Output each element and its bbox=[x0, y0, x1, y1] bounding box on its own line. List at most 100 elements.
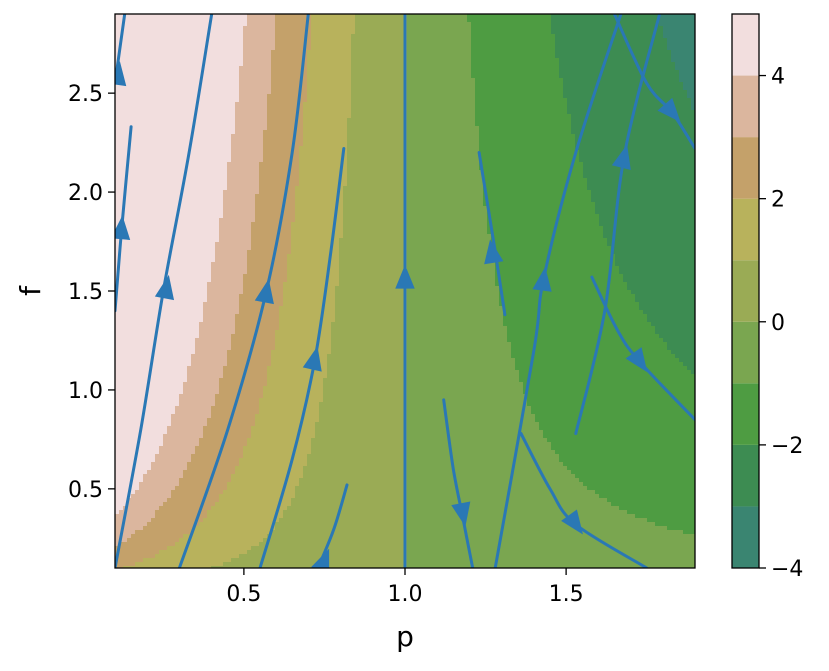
contour-cell bbox=[171, 522, 176, 527]
contour-cell bbox=[155, 134, 160, 139]
contour-cell bbox=[219, 546, 224, 551]
contour-cell bbox=[155, 406, 160, 411]
contour-cell bbox=[183, 226, 188, 231]
contour-cell bbox=[143, 226, 148, 231]
contour-cell bbox=[223, 78, 228, 83]
contour-cell bbox=[195, 158, 200, 163]
contour-cell bbox=[235, 526, 240, 531]
contour-cell bbox=[167, 30, 172, 35]
contour-cell bbox=[215, 170, 220, 175]
contour-cell bbox=[207, 210, 212, 215]
contour-cell bbox=[131, 166, 136, 171]
contour-cell bbox=[171, 174, 176, 179]
contour-cell bbox=[231, 62, 236, 67]
contour-cell bbox=[219, 522, 224, 527]
contour-cell bbox=[251, 14, 256, 19]
contour-cell bbox=[251, 538, 256, 543]
contour-cell bbox=[171, 254, 176, 259]
contour-cell bbox=[151, 142, 156, 147]
contour-cell bbox=[167, 502, 172, 507]
contour-cell bbox=[203, 398, 208, 403]
contour-cell bbox=[119, 150, 124, 155]
contour-cell bbox=[131, 278, 136, 283]
contour-cell bbox=[243, 214, 248, 219]
contour-cell bbox=[147, 154, 152, 159]
contour-cell bbox=[195, 190, 200, 195]
contour-cell bbox=[251, 402, 256, 407]
contour-cell bbox=[203, 534, 208, 539]
contour-cell bbox=[207, 378, 212, 383]
contour-cell bbox=[223, 162, 228, 167]
contour-cell bbox=[215, 210, 220, 215]
contour-cell bbox=[243, 106, 248, 111]
contour-cell bbox=[143, 86, 148, 91]
contour-cell bbox=[191, 70, 196, 75]
contour-cell bbox=[251, 282, 256, 287]
contour-cell bbox=[235, 46, 240, 51]
contour-cell bbox=[251, 166, 256, 171]
contour-cell bbox=[131, 362, 136, 367]
contour-cell bbox=[203, 274, 208, 279]
contour-cell bbox=[239, 278, 244, 283]
contour-cell bbox=[159, 166, 164, 171]
contour-cell bbox=[247, 530, 252, 535]
contour-cell bbox=[191, 538, 196, 543]
contour-cell bbox=[151, 62, 156, 67]
contour-cell bbox=[227, 222, 232, 227]
contour-cell bbox=[199, 362, 204, 367]
contour-cell bbox=[147, 246, 152, 251]
contour-cell bbox=[119, 494, 124, 499]
contour-cell bbox=[211, 78, 216, 83]
contour-cell bbox=[223, 290, 228, 295]
contour-cell bbox=[239, 538, 244, 543]
contour-cell bbox=[251, 422, 256, 427]
contour-cell bbox=[163, 78, 168, 83]
contour-cell bbox=[167, 162, 172, 167]
contour-cell bbox=[135, 250, 140, 255]
contour-cell bbox=[203, 122, 208, 127]
contour-cell bbox=[227, 526, 232, 531]
contour-cell bbox=[215, 378, 220, 383]
contour-cell bbox=[159, 162, 164, 167]
contour-cell bbox=[243, 330, 248, 335]
contour-cell bbox=[135, 106, 140, 111]
contour-cell bbox=[131, 58, 136, 63]
contour-cell bbox=[211, 106, 216, 111]
contour-cell bbox=[163, 370, 168, 375]
contour-cell bbox=[219, 118, 224, 123]
contour-cell bbox=[223, 562, 228, 567]
contour-cell bbox=[171, 518, 176, 523]
contour-cell bbox=[183, 438, 188, 443]
contour-cell bbox=[255, 122, 260, 127]
contour-cell bbox=[155, 166, 160, 171]
contour-cell bbox=[147, 106, 152, 111]
contour-cell bbox=[167, 334, 172, 339]
contour-cell bbox=[143, 370, 148, 375]
contour-cell bbox=[159, 198, 164, 203]
contour-cell bbox=[123, 102, 128, 107]
contour-cell bbox=[187, 122, 192, 127]
contour-cell bbox=[119, 358, 124, 363]
contour-cell bbox=[163, 162, 168, 167]
contour-cell bbox=[123, 426, 128, 431]
contour-cell bbox=[127, 38, 132, 43]
contour-cell bbox=[131, 246, 136, 251]
contour-cell bbox=[211, 558, 216, 563]
contour-cell bbox=[239, 438, 244, 443]
contour-cell bbox=[235, 534, 240, 539]
contour-cell bbox=[151, 322, 156, 327]
contour-cell bbox=[255, 230, 260, 235]
contour-cell bbox=[227, 62, 232, 67]
contour-cell bbox=[171, 358, 176, 363]
contour-cell bbox=[135, 202, 140, 207]
contour-cell bbox=[235, 346, 240, 351]
contour-cell bbox=[127, 218, 132, 223]
contour-cell bbox=[159, 550, 164, 555]
contour-cell bbox=[247, 190, 252, 195]
contour-cell bbox=[223, 538, 228, 543]
contour-cell bbox=[151, 474, 156, 479]
contour-cell bbox=[175, 318, 180, 323]
contour-cell bbox=[151, 530, 156, 535]
contour-cell bbox=[207, 150, 212, 155]
contour-cell bbox=[243, 206, 248, 211]
